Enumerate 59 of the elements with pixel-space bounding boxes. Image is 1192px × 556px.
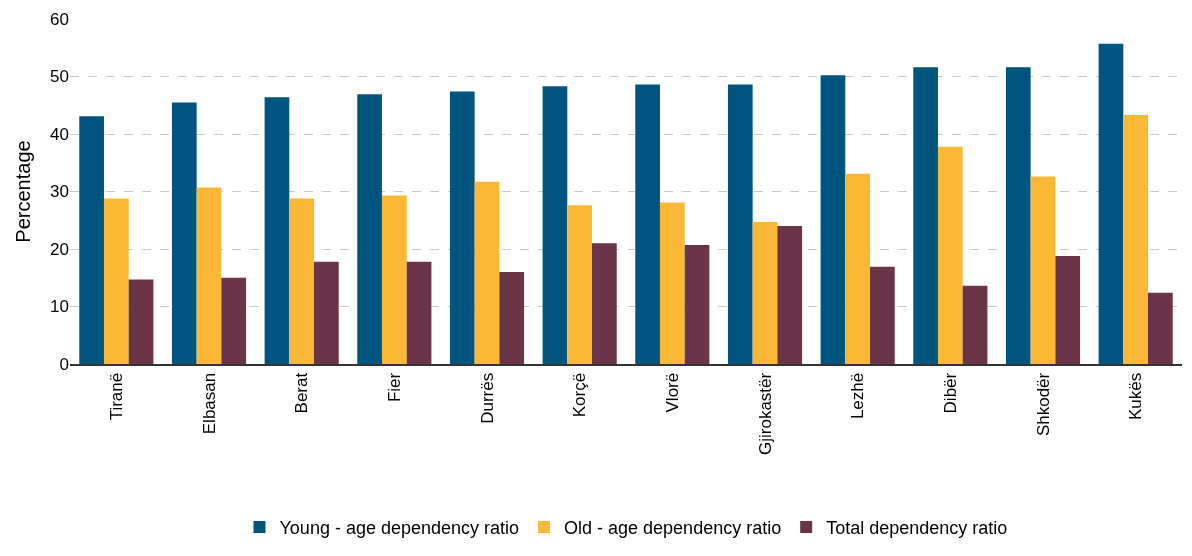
bar: [1030, 176, 1056, 364]
bar: [103, 198, 129, 364]
y-tick-label: 40: [50, 124, 69, 144]
bar: [314, 261, 339, 364]
y-tick-label: 50: [50, 67, 69, 87]
x-tick-label: Fier: [384, 372, 404, 403]
bar: [499, 272, 525, 364]
x-tick-label: Shkodër: [1033, 372, 1053, 437]
bar: [79, 116, 104, 364]
bar: [449, 91, 475, 364]
x-tick-label: Dibër: [940, 372, 960, 414]
y-axis-title: Percentage: [11, 140, 34, 243]
bar: [820, 75, 846, 364]
legend-label: Total dependency ratio: [826, 518, 1008, 539]
x-tick-label: Korçë: [570, 372, 590, 418]
bar: [171, 102, 197, 364]
bar: [684, 244, 710, 364]
bar: [592, 243, 617, 364]
bar: [777, 226, 803, 364]
y-tick-label: 60: [50, 9, 69, 29]
bar: [474, 181, 500, 364]
legend-label: Young - age dependency ratio: [279, 518, 520, 539]
bar: [221, 277, 247, 364]
bar: [1148, 292, 1173, 364]
bar: [635, 84, 660, 364]
bar: [542, 86, 568, 364]
bar: [196, 187, 222, 364]
x-tick-label: Durrës: [477, 372, 497, 424]
bar: [937, 146, 963, 364]
x-tick-label: Lezhë: [848, 372, 868, 420]
bar: [289, 198, 315, 364]
y-tick-label: 20: [50, 239, 69, 259]
x-tick-label: Kukës: [1126, 372, 1146, 421]
bar: [128, 279, 154, 364]
x-tick-label: Tiranë: [106, 372, 126, 421]
bar: [659, 202, 685, 364]
bar: [913, 67, 938, 364]
bar: [962, 285, 988, 364]
y-tick-label: 30: [50, 182, 69, 202]
bar: [870, 266, 895, 364]
y-tick-label: 0: [59, 354, 69, 374]
bar: [1005, 67, 1031, 364]
y-tick-label: 10: [50, 297, 69, 317]
bar: [752, 221, 778, 364]
x-tick-label: Elbasan: [199, 372, 219, 435]
bar: [1123, 115, 1149, 364]
bar: [357, 94, 382, 364]
bar: [567, 205, 593, 364]
x-tick-label: Vlorë: [662, 372, 682, 413]
x-tick-label: Gjirokastër: [755, 372, 775, 455]
bar: [1098, 43, 1124, 364]
bar: [264, 97, 290, 364]
bar: [845, 173, 871, 364]
bar: [381, 195, 407, 364]
x-tick-label: Berat: [292, 372, 312, 414]
bar: [727, 84, 753, 364]
bar: [406, 261, 432, 364]
legend-label: Old - age dependency ratio: [564, 518, 782, 539]
bar: [1055, 255, 1081, 364]
